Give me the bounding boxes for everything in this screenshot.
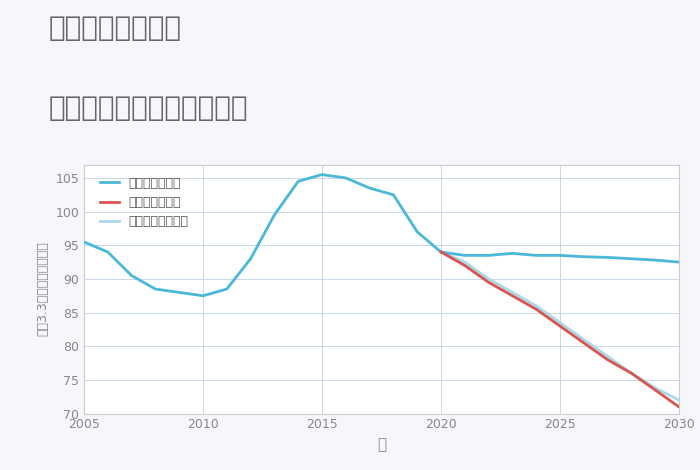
- ノーマルシナリオ: [651, 385, 659, 391]
- ノーマルシナリオ: [603, 353, 612, 359]
- グッドシナリオ: [151, 286, 160, 292]
- バッドシナリオ: [580, 340, 588, 346]
- バッドシナリオ: [437, 249, 445, 255]
- グッドシナリオ: [532, 252, 540, 258]
- ノーマルシナリオ: [675, 397, 683, 403]
- グッドシナリオ: [223, 286, 231, 292]
- Legend: グッドシナリオ, バッドシナリオ, ノーマルシナリオ: グッドシナリオ, バッドシナリオ, ノーマルシナリオ: [96, 173, 192, 232]
- ノーマルシナリオ: [508, 290, 517, 295]
- Line: ノーマルシナリオ: ノーマルシナリオ: [441, 252, 679, 400]
- グッドシナリオ: [342, 175, 350, 181]
- バッドシナリオ: [675, 404, 683, 410]
- グッドシナリオ: [246, 256, 255, 262]
- グッドシナリオ: [365, 185, 374, 191]
- バッドシナリオ: [532, 306, 540, 312]
- グッドシナリオ: [651, 257, 659, 263]
- ノーマルシナリオ: [484, 276, 493, 282]
- グッドシナリオ: [413, 229, 421, 235]
- Y-axis label: 坪（3.3㎡）単価（万円）: 坪（3.3㎡）単価（万円）: [36, 242, 50, 337]
- Text: 中古マンションの価格推移: 中古マンションの価格推移: [49, 94, 248, 122]
- グッドシナリオ: [508, 251, 517, 256]
- グッドシナリオ: [270, 212, 279, 218]
- バッドシナリオ: [461, 263, 469, 268]
- Line: バッドシナリオ: バッドシナリオ: [441, 252, 679, 407]
- グッドシナリオ: [580, 254, 588, 259]
- バッドシナリオ: [603, 357, 612, 362]
- Text: 奈良県高の原駅の: 奈良県高の原駅の: [49, 14, 182, 42]
- グッドシナリオ: [104, 249, 112, 255]
- グッドシナリオ: [461, 252, 469, 258]
- ノーマルシナリオ: [580, 337, 588, 342]
- ノーマルシナリオ: [461, 259, 469, 265]
- グッドシナリオ: [294, 179, 302, 184]
- Line: グッドシナリオ: グッドシナリオ: [84, 174, 679, 296]
- バッドシナリオ: [508, 293, 517, 298]
- X-axis label: 年: 年: [377, 437, 386, 452]
- グッドシナリオ: [318, 172, 326, 177]
- グッドシナリオ: [389, 192, 398, 197]
- バッドシナリオ: [651, 387, 659, 393]
- ノーマルシナリオ: [556, 320, 564, 326]
- グッドシナリオ: [127, 273, 136, 278]
- ノーマルシナリオ: [627, 370, 636, 376]
- グッドシナリオ: [175, 290, 183, 295]
- グッドシナリオ: [484, 252, 493, 258]
- バッドシナリオ: [484, 280, 493, 285]
- グッドシナリオ: [603, 255, 612, 260]
- グッドシナリオ: [199, 293, 207, 298]
- ノーマルシナリオ: [532, 303, 540, 309]
- グッドシナリオ: [675, 259, 683, 265]
- バッドシナリオ: [556, 323, 564, 329]
- ノーマルシナリオ: [437, 249, 445, 255]
- グッドシナリオ: [437, 249, 445, 255]
- グッドシナリオ: [627, 256, 636, 262]
- バッドシナリオ: [627, 370, 636, 376]
- グッドシナリオ: [80, 239, 88, 245]
- グッドシナリオ: [556, 252, 564, 258]
